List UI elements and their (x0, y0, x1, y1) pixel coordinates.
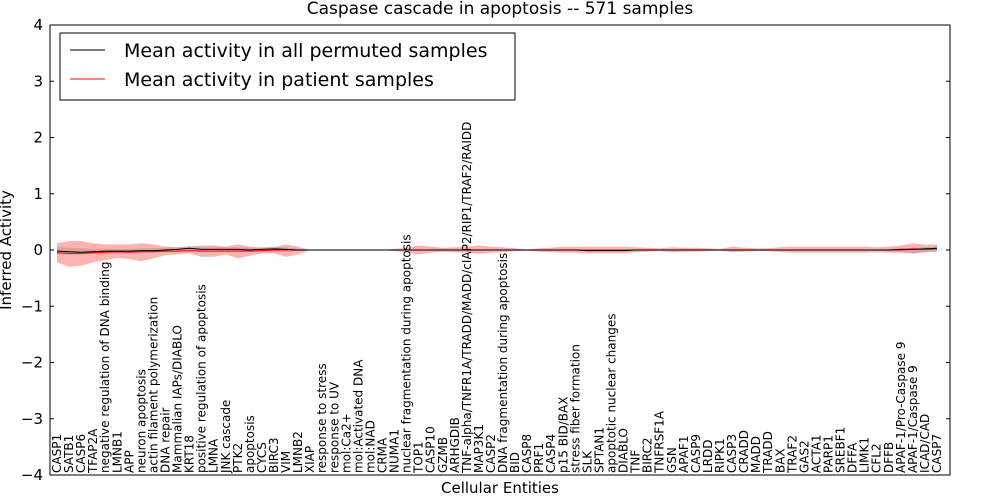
entity-label: neuron apoptosis (134, 369, 148, 473)
entity-label: CASP7 (930, 434, 944, 473)
entity-label: CASP6 (74, 434, 88, 473)
entity-label: TNF (629, 450, 643, 474)
y-tick-label: 2 (33, 129, 43, 147)
entity-label: SLK (580, 450, 594, 473)
entity-label: mol:Activated DNA (351, 359, 365, 473)
plot-frame (49, 24, 951, 476)
entity-label: TFAP2A (86, 428, 100, 474)
entity-label: GSN (665, 447, 679, 473)
entity-label: ICAD/CAD (918, 414, 932, 473)
y-tick-label: −3 (21, 410, 43, 428)
y-tick-label: 4 (33, 16, 43, 34)
entity-label: APAF1 (677, 436, 691, 473)
entity-label: CASP2 (484, 434, 498, 473)
line-permuted (56, 247, 938, 253)
entity-label: stress fiber formation (568, 344, 582, 473)
entity-label: MAP3K1 (472, 424, 486, 473)
entity-label: mol:Ca2+ (339, 413, 353, 473)
entity-label: TRADD (761, 431, 775, 474)
y-axis: −4 −3 −2 −1 0 1 2 3 4 (21, 16, 950, 484)
y-tick-label: −2 (21, 354, 43, 372)
entity-label: DFFB (882, 442, 896, 473)
entity-label: response to UV (327, 381, 341, 473)
legend-box (59, 32, 516, 101)
entity-label: PARP1 (822, 435, 836, 473)
entity-label: BIRC2 (641, 437, 655, 473)
entity-label: DIABLO (617, 428, 631, 473)
entity-label: CFL2 (870, 443, 884, 473)
y-tick-label: −4 (21, 466, 43, 484)
entity-label: BID (508, 452, 522, 473)
entity-label: LMNB2 (291, 431, 305, 473)
entity-label: APP (122, 450, 136, 473)
entity-label: response to stress (315, 363, 329, 473)
entity-label: VIM (279, 451, 293, 473)
y-tick-label: 3 (33, 72, 43, 90)
entity-label: MADD (749, 436, 763, 473)
x-axis-label: Cellular Entities (441, 479, 559, 497)
entity-label: BIRC3 (267, 437, 281, 473)
entity-label: SPTAN1 (593, 427, 607, 473)
entity-label: CASP10 (424, 426, 438, 473)
entity-label: LIMK1 (858, 437, 872, 473)
entity-label: TRAF2 (785, 435, 799, 474)
entity-label: CRMA (376, 437, 390, 473)
entity-label: BAX (773, 448, 787, 473)
legend-label-patient: Mean activity in patient samples (124, 69, 434, 91)
entity-label: TOP1 (412, 441, 426, 474)
entity-label: DFFA (846, 442, 860, 473)
entity-label: actin filament polymerization (146, 297, 160, 473)
entity-label: ACTA1 (810, 434, 824, 473)
entity-label: apoptotic nuclear changes (605, 314, 619, 473)
entity-label: TNF-alpha/TNFR1A/TRADD/MADD/cIAP2/RIP1/T… (460, 122, 474, 474)
band-patient (57, 241, 937, 267)
entity-label: CASP1 (50, 434, 64, 473)
entity-label: APAF-1/Pro-Caspase 9 (894, 342, 908, 473)
y-tick-label: 1 (33, 185, 43, 203)
chart-title: Caspase cascade in apoptosis -- 571 samp… (307, 0, 694, 19)
entity-label: apoptosis (243, 415, 257, 473)
entity-label: RIPK1 (713, 438, 727, 473)
entity-label: ARHGDIB (448, 417, 462, 473)
entity-label: mol:NAD (363, 420, 377, 473)
entity-label: KRT18 (183, 435, 197, 473)
y-tick-label: −1 (21, 297, 43, 315)
entity-label: p15 BID/BAX (556, 397, 570, 473)
entity-label: LMNB1 (110, 431, 124, 473)
entity-label: APAF-1/Caspase 9 (906, 365, 920, 473)
entity-label: XIAP (303, 446, 317, 473)
y-tick-label: 0 (33, 241, 43, 259)
entity-label: CASP4 (544, 434, 558, 473)
entity-label: NUMA1 (388, 429, 402, 473)
entity-label: LRDD (701, 440, 715, 474)
entity-label: LMNA (207, 438, 221, 473)
legend-label-permuted: Mean activity in all permuted samples (124, 40, 487, 62)
entity-label: SATB1 (62, 435, 76, 473)
entity-label: CRADD (737, 430, 751, 473)
entity-label: CASP3 (725, 434, 739, 473)
entity-label: PRF1 (532, 443, 546, 473)
entity-label: negative regulation of DNA binding (98, 262, 112, 473)
entity-label: nuclear fragmentation during apoptosis (400, 234, 414, 473)
series-lines (56, 247, 938, 254)
entity-label: TNFRSF1A (653, 410, 667, 474)
entity-label: Mammalian IAPs/DIABLO (171, 325, 185, 473)
entity-label: CASP8 (520, 434, 534, 473)
entity-label: DNA fragmentation during apoptosis (496, 253, 510, 473)
legend: Mean activity in all permuted samples Me… (59, 32, 516, 101)
entity-label: GAS2 (797, 440, 811, 473)
entity-label: JNK cascade (219, 400, 233, 474)
entity-label: GZMB (436, 437, 450, 473)
entity-label: PTK2 (231, 443, 245, 473)
entity-label: DNA repair (159, 407, 173, 473)
entity-label: CYCS (255, 442, 269, 473)
y-axis-label: Inferred Activity (0, 190, 15, 310)
entity-label: CASP9 (689, 434, 703, 473)
entity-label: positive regulation of apoptosis (195, 284, 209, 473)
entity-label: SREBF1 (834, 427, 848, 473)
